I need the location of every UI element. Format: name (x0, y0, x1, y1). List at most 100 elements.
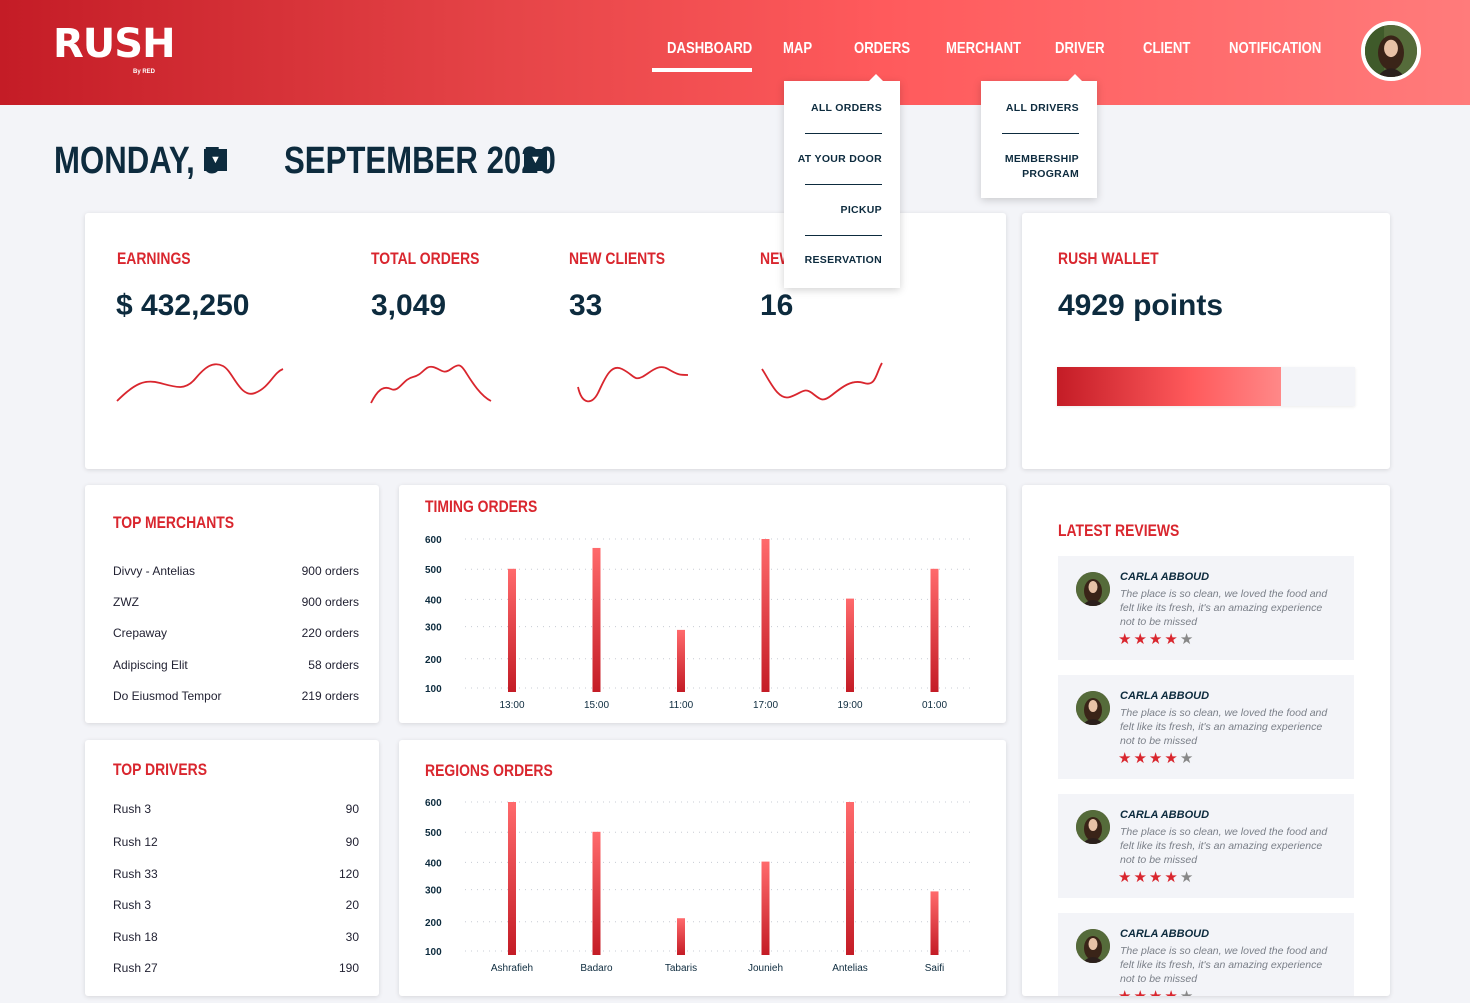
x-tick-label: 13:00 (499, 700, 524, 711)
bar[interactable] (677, 918, 685, 955)
y-tick-label: 500 (425, 565, 442, 576)
reviewer-name: CARLA ABBOUD (1120, 809, 1210, 821)
driver-value: 120 (338, 867, 359, 881)
review-item[interactable]: CARLA ABBOUD The place is so clean, we lo… (1058, 794, 1354, 898)
x-tick-label: Antelias (832, 963, 868, 974)
reviewer-avatar (1076, 929, 1110, 963)
merchant-name: Do Eiusmod Tempor (113, 689, 222, 703)
menu-divider (805, 235, 882, 236)
driver-value: 20 (345, 898, 359, 912)
driver-name: Rush 12 (113, 835, 158, 849)
menu-reservation[interactable]: RESERVATION (804, 254, 882, 266)
bar[interactable] (508, 802, 516, 955)
reviewer-name: CARLA ABBOUD (1120, 571, 1210, 583)
nav-active-indicator (652, 68, 752, 72)
bar[interactable] (508, 568, 516, 692)
star-icon: ★ (1148, 750, 1165, 767)
review-item[interactable]: CARLA ABBOUD The place is so clean, we lo… (1058, 556, 1354, 660)
caret-down-icon: ▼ (530, 154, 541, 166)
x-tick-label: Badaro (580, 963, 613, 974)
logo-subtitle: By RED (133, 69, 156, 75)
nav-driver[interactable]: DRIVER (1055, 40, 1105, 57)
review-rating: ★★★★★ (1118, 987, 1195, 996)
star-icon: ★ (1133, 750, 1149, 767)
month-dropdown-toggle[interactable]: ▼ (524, 149, 547, 171)
bar[interactable] (761, 539, 770, 692)
bar[interactable] (846, 598, 854, 692)
bar[interactable] (930, 568, 939, 692)
nav-merchant[interactable]: MERCHANT (946, 40, 1022, 57)
nav-map[interactable]: MAP (783, 40, 813, 57)
bar[interactable] (592, 831, 601, 955)
orders-dropdown-menu: ALL ORDERS AT YOUR DOOR PICKUP RESERVATI… (784, 74, 900, 288)
star-icon: ★ (1179, 750, 1196, 767)
star-icon: ★ (1179, 869, 1196, 886)
bar[interactable] (677, 629, 685, 692)
y-tick-label: 100 (425, 947, 442, 958)
merchant-name: Divvy - Antelias (113, 564, 196, 578)
y-tick-label: 300 (425, 886, 442, 897)
wallet-points: 4929 points (1058, 289, 1224, 322)
nav-client[interactable]: CLIENT (1143, 40, 1191, 57)
driver-dropdown-menu: ALL DRIVERS MEMBERSHIP PROGRAM (981, 74, 1097, 198)
review-item[interactable]: CARLA ABBOUD The place is so clean, we lo… (1058, 913, 1354, 996)
regions-orders-chart: 600 500 400 300 200 100 Ashrafieh Badaro Tabaris… (425, 798, 974, 974)
bar[interactable] (761, 861, 770, 955)
reviewer-name: CARLA ABBOUD (1120, 928, 1210, 940)
menu-membership-program[interactable]: MEMBERSHIP PROGRAM (1005, 152, 1079, 182)
nav-dashboard[interactable]: DASHBOARD (667, 40, 753, 57)
reviewer-photo-icon (1076, 929, 1110, 963)
reviewer-name: CARLA ABBOUD (1120, 690, 1210, 702)
merchant-orders: 219 orders (301, 689, 359, 703)
menu-membership-line2: PROGRAM (1022, 168, 1079, 180)
new-clients-sparkline (577, 366, 689, 403)
menu-membership-line1: MEMBERSHIP (1004, 153, 1079, 165)
timing-orders-card: TIMING ORDERS 600 500 400 300 200 100 13:00 15:… (399, 485, 1006, 723)
menu-all-drivers[interactable]: ALL DRIVERS (1005, 102, 1079, 114)
star-icon: ★ (1148, 631, 1165, 648)
x-tick-label: 17:00 (753, 700, 778, 711)
date-day: MONDAY, 5 (54, 140, 221, 182)
stat-value-new-clients: 33 (569, 289, 603, 322)
latest-reviews-title: LATEST REVIEWS (1058, 521, 1180, 540)
bar[interactable] (930, 891, 939, 955)
y-tick-label: 600 (425, 535, 442, 546)
y-tick-label: 200 (425, 655, 442, 666)
reviewer-avatar (1076, 691, 1110, 725)
merchant-name: ZWZ (113, 595, 139, 609)
driver-name: Rush 3 (113, 802, 152, 816)
star-icon: ★ (1164, 869, 1180, 886)
reviewer-avatar (1076, 810, 1110, 844)
menu-divider (805, 133, 882, 134)
bar[interactable] (592, 547, 601, 692)
review-rating: ★★★★★ (1118, 749, 1195, 767)
menu-divider (805, 184, 882, 185)
driver-name: Rush 3 (113, 898, 152, 912)
menu-at-your-door[interactable]: AT YOUR DOOR (797, 153, 882, 165)
review-item[interactable]: CARLA ABBOUD The place is so clean, we lo… (1058, 675, 1354, 779)
y-tick-label: 600 (425, 798, 442, 809)
menu-pickup[interactable]: PICKUP (840, 204, 882, 216)
user-avatar[interactable] (1361, 21, 1421, 81)
top-merchants-card: TOP MERCHANTS Divvy - Antelias 900 orders… (85, 485, 379, 723)
x-tick-label: 11:00 (669, 700, 694, 711)
avatar-photo-icon (1365, 25, 1417, 77)
bar[interactable] (846, 802, 854, 955)
y-tick-label: 100 (425, 684, 442, 695)
timing-orders-title: TIMING ORDERS (425, 497, 538, 516)
stat-value-total-orders: 3,049 (371, 289, 447, 322)
day-dropdown-toggle[interactable]: ▼ (204, 149, 227, 171)
menu-all-orders[interactable]: ALL ORDERS (810, 102, 882, 114)
x-tick-label: Ashrafieh (491, 963, 533, 974)
brand-logo[interactable]: RUSH By RED (53, 22, 176, 75)
driver-name: Rush 18 (113, 930, 158, 944)
y-tick-label: 500 (425, 828, 442, 839)
nav-notification[interactable]: NOTIFICATION (1229, 40, 1322, 57)
dropdown-pointer (868, 74, 884, 82)
star-icon: ★ (1118, 631, 1134, 648)
merchant-orders: 220 orders (301, 626, 359, 640)
nav-orders[interactable]: ORDERS (854, 40, 911, 57)
star-icon: ★ (1179, 631, 1196, 648)
star-icon: ★ (1133, 631, 1149, 648)
wallet-title: RUSH WALLET (1058, 249, 1159, 268)
